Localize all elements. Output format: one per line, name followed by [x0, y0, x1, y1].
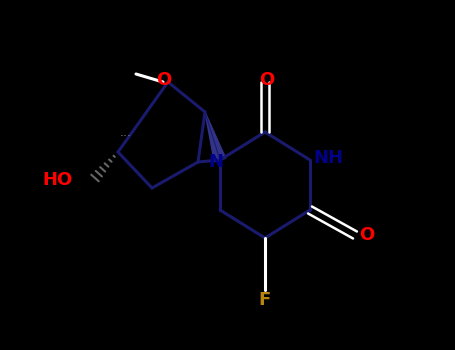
Text: O: O [157, 71, 172, 89]
Text: HO: HO [42, 171, 72, 189]
Text: NH: NH [313, 149, 343, 167]
Polygon shape [205, 112, 226, 162]
Text: ···: ··· [120, 131, 132, 144]
Text: O: O [259, 71, 275, 89]
Text: F: F [259, 291, 271, 309]
Text: O: O [359, 226, 374, 244]
Text: N: N [208, 153, 223, 171]
